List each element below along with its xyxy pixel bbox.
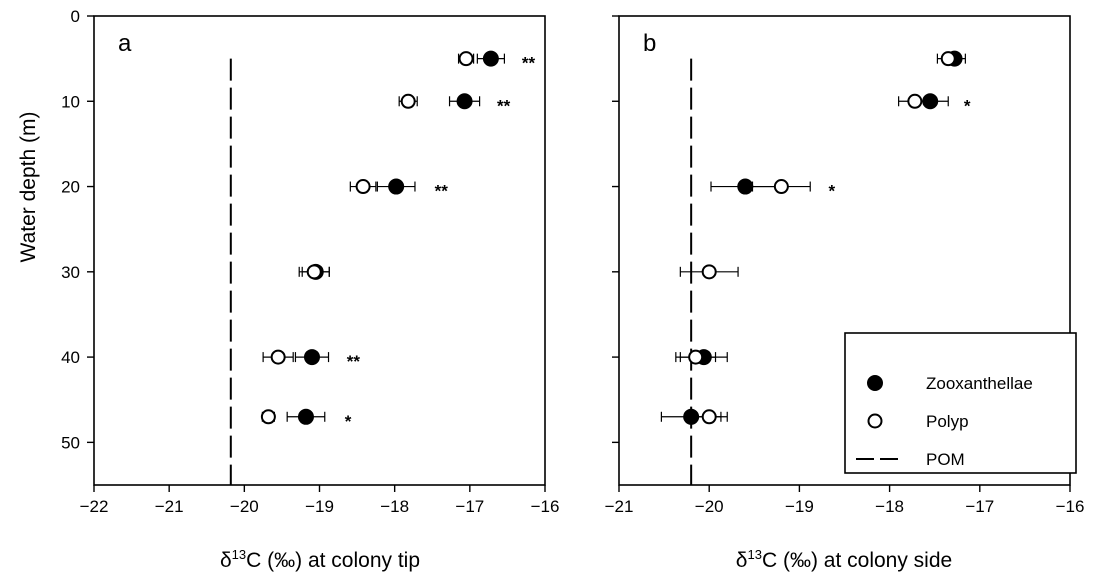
x-tick-label-b: −17 [965, 497, 994, 516]
x-tick-label-a: −16 [531, 497, 560, 516]
legend-pom-label: POM [926, 450, 965, 469]
point-polyp-a [270, 349, 286, 365]
x-tick-label-a: −22 [80, 497, 109, 516]
panel-a: −22 −21 −20 −19 −18 −17 −1601020304050a*******… [61, 7, 559, 516]
point-zooxanthellae-a [297, 408, 314, 425]
plot-frame-a [93, 15, 546, 486]
point-polyp-a [306, 264, 322, 280]
x-tick-label-a: −19 [305, 497, 334, 516]
legend-box [844, 332, 1077, 474]
point-polyp-a [260, 409, 276, 425]
significance-label-a: ** [497, 96, 511, 115]
point-polyp-b [701, 409, 717, 425]
x-tick-label-b: −18 [875, 497, 904, 516]
x-axis-title-b-rest: C (‰) at colony side [762, 549, 952, 572]
y-tick-label-a: 30 [61, 263, 80, 282]
x-tick-label-b: −20 [695, 497, 724, 516]
x-tick-label-b: −16 [1056, 497, 1085, 516]
point-zooxanthellae-a [482, 50, 499, 67]
plot-frame-b [618, 15, 1071, 486]
x-axis-title-b-prefix: δ [736, 549, 748, 572]
significance-label-b: * [964, 96, 971, 115]
panel-label-b: b [643, 30, 656, 57]
x-tick-label-a: −20 [230, 497, 259, 516]
x-tick-label-a: −18 [380, 497, 409, 516]
point-polyp-a [458, 51, 474, 67]
point-polyp-b [688, 349, 704, 365]
y-tick-label-a: 10 [61, 92, 80, 111]
significance-label-a: ** [435, 182, 449, 201]
point-polyp-b [701, 264, 717, 280]
x-axis-title-b: δ13C (‰) at colony side [736, 547, 952, 572]
point-zooxanthellae-b [737, 178, 754, 195]
legend: Zooxanthellae Polyp POM [844, 332, 1077, 474]
y-axis-title: Water depth (m) [17, 112, 40, 263]
point-zooxanthellae-b [683, 408, 700, 425]
panel-b: −21 −20 −19 −18 −17 −16 b * * [605, 15, 1085, 516]
point-zooxanthellae-a [388, 178, 405, 195]
point-zooxanthellae-b [922, 93, 939, 110]
x-axis-title-b-sup: 13 [748, 547, 762, 562]
x-axis-title-a-prefix: δ [220, 549, 232, 572]
y-tick-label-a: 40 [61, 348, 80, 367]
x-axis-title-a-sup: 13 [232, 547, 246, 562]
x-tick-label-b: −19 [785, 497, 814, 516]
x-axis-title-a-rest: C (‰) at colony tip [246, 549, 420, 572]
legend-zoox-label: Zooxanthellae [926, 374, 1033, 393]
legend-polyp-marker [867, 413, 883, 429]
legend-zoox-marker [867, 375, 883, 391]
significance-label-b: * [829, 182, 836, 201]
legend-polyp-label: Polyp [926, 412, 969, 431]
x-tick-label-a: −17 [455, 497, 484, 516]
panel-label-a: a [118, 30, 132, 57]
significance-label-a: * [345, 412, 352, 431]
point-zooxanthellae-a [456, 93, 473, 110]
point-zooxanthellae-a [303, 349, 320, 366]
x-tick-label-a: −21 [155, 497, 184, 516]
point-polyp-b [907, 93, 923, 109]
point-polyp-a [355, 179, 371, 195]
x-axis-title-a: δ13C (‰) at colony tip [220, 547, 420, 572]
point-polyp-b [773, 179, 789, 195]
point-polyp-b [940, 51, 956, 67]
y-tick-label-a: 0 [71, 7, 80, 26]
significance-label-a: ** [347, 352, 361, 371]
x-tick-label-b: −21 [605, 497, 634, 516]
y-tick-label-a: 20 [61, 178, 80, 197]
point-polyp-a [400, 93, 416, 109]
significance-label-a: ** [522, 54, 536, 73]
y-tick-label-a: 50 [61, 433, 80, 452]
